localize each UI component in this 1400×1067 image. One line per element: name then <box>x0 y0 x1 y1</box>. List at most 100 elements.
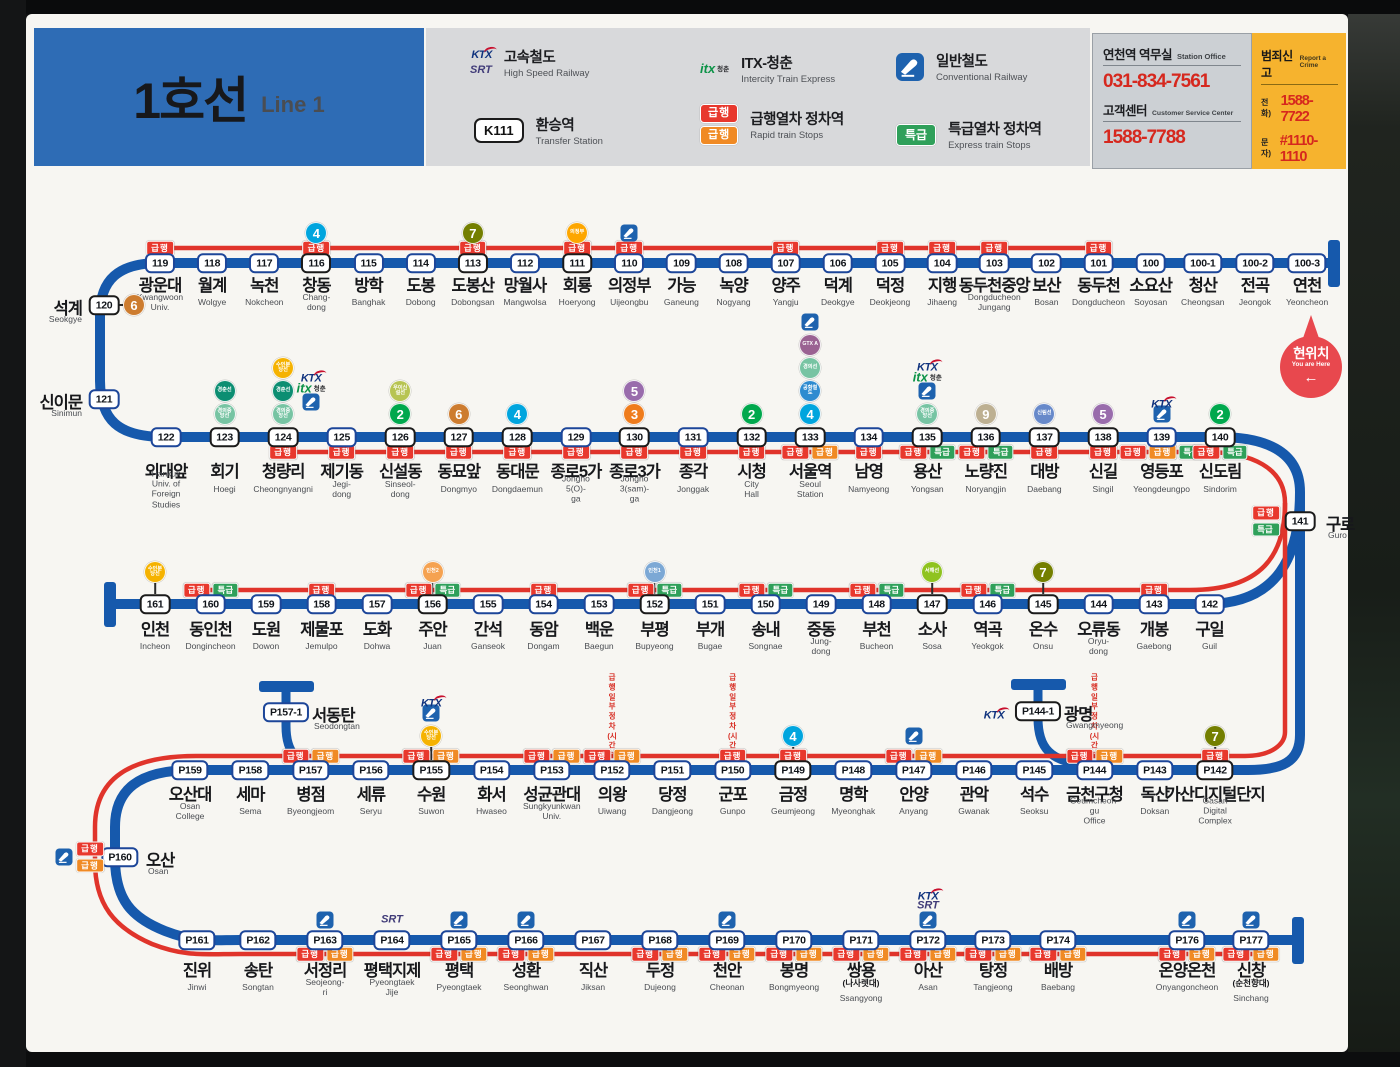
legend-itx-en: Intercity Train Express <box>741 74 836 85</box>
station-number-badge: 156 <box>417 594 448 614</box>
station-number-badge: 133 <box>794 427 826 447</box>
station-number-badge: P152 <box>593 760 631 780</box>
legend-express-ko: 특급열차 정차역 <box>948 122 1042 138</box>
station-name-en: Bupyeong <box>635 640 674 651</box>
station-number-badge: 128 <box>502 427 533 447</box>
station-number-badge: 124 <box>267 427 299 447</box>
station-name-en: Guro <box>1328 530 1347 540</box>
station-name-ko: 신이문 <box>39 394 83 412</box>
legend-itx: itx 청춘 ITX-청춘 Intercity Train Express <box>700 52 835 85</box>
station-name-en: Gasan Digital Complex <box>1198 795 1232 827</box>
express-track-main <box>92 449 1288 957</box>
L7-icon: 7 <box>1204 725 1227 747</box>
station-number-badge: 118 <box>197 253 228 273</box>
itx-logo: itx 청춘 <box>296 380 326 396</box>
station-name-ko: 종로3가 <box>609 463 661 481</box>
line-title-english: Line 1 <box>261 91 325 117</box>
station-name-ko: 종로5가 <box>550 463 603 481</box>
station-name-ko: 부천 <box>862 621 891 639</box>
express-stop-badges: 급행 특급 <box>737 582 794 598</box>
station-name-en: Osan College <box>175 800 205 821</box>
station-name-en: Doksan <box>1140 805 1170 816</box>
sillim-icon: 신림선 <box>1033 403 1056 425</box>
station-number-badge: 100-3 <box>1287 253 1327 273</box>
station-name-en: Asan <box>918 981 938 992</box>
station-number-badge: 113 <box>457 253 488 273</box>
legend-high-speed-ko: 고속철도 <box>503 50 556 66</box>
station-name-ko: 동묘앞 <box>437 463 482 481</box>
station-name-ko: 금정 <box>778 786 808 804</box>
you-are-here-arrow-icon: ← <box>1303 369 1319 387</box>
station-number-badge: P149 <box>774 760 812 780</box>
station-name-en: Hoegi <box>213 483 236 494</box>
station-number-badge: 137 <box>1029 427 1060 447</box>
station-number-badge: P147 <box>894 760 933 780</box>
station-name-ko: 의정부 <box>607 277 652 295</box>
express-stop-badges: 급행 급행 <box>296 946 354 962</box>
station-number-badge: P153 <box>533 760 571 780</box>
L6-icon: 6 <box>123 294 145 316</box>
crime-sms: #1110-1110 <box>1279 133 1319 165</box>
rapid-stop-badge: 급행 <box>737 582 766 598</box>
station-name-ko: 용산 <box>913 463 942 481</box>
express-stop-badges: 급행 급행 <box>281 748 340 764</box>
L4-icon: 4 <box>799 403 822 425</box>
station-name-ko: 회기 <box>210 463 239 481</box>
station-name-en: Gwanak <box>958 805 990 816</box>
station-name-ko: 봉명 <box>779 962 809 980</box>
station-number-badge: 110 <box>614 253 645 273</box>
station-number-badge: P146 <box>955 760 993 780</box>
station-number-badge: P163 <box>306 930 344 950</box>
station-name-ko: 오산대 <box>168 786 213 804</box>
rapid-stop-badge: 급행 <box>781 444 810 460</box>
station-name-ko: 보산 <box>1032 277 1061 295</box>
station-name-en: Suwon <box>418 805 445 816</box>
station-number-badge: 115 <box>353 253 384 273</box>
station-number-badge: 134 <box>853 427 885 447</box>
station-name-ko: 세류 <box>356 786 386 804</box>
station-name-en: Dongmyo <box>440 483 477 494</box>
station-number-badge: P160 <box>101 847 139 867</box>
station-number-badge: P168 <box>641 930 679 950</box>
station-name-ko: 덕정 <box>875 277 905 295</box>
L7-icon: 7 <box>1032 561 1054 583</box>
station-number-badge: 150 <box>750 594 781 614</box>
station-name-en: Seoul Station <box>796 478 824 499</box>
station-number-badge: 138 <box>1087 427 1119 447</box>
station-number-badge: 107 <box>770 253 801 273</box>
station-name-ko: 화서 <box>477 786 506 804</box>
station-name-en: Jongno 3(sam)-ga <box>619 473 650 505</box>
station-name-en: Gaebong <box>1136 640 1172 651</box>
station-name-ko: 백운 <box>584 621 614 639</box>
station-name-en: Sosa <box>922 640 942 651</box>
station-number-badge: 121 <box>88 389 120 409</box>
station-name-ko: 도봉산 <box>451 277 496 295</box>
legend-conventional: 일반철도 Conventional Railway <box>896 50 1027 83</box>
crime-report-info: 범죄신고 Report a Crime 전화) 1588-7722 문자) #1… <box>1252 33 1346 169</box>
station-name-en: Incheon <box>139 640 171 651</box>
station-name-en: Uijeongbu <box>610 296 649 307</box>
station-name-en: Gunpo <box>719 805 746 816</box>
crime-tel-label: 전화) <box>1261 98 1272 118</box>
station-name-en: Gwangmyeong <box>1066 720 1124 730</box>
station-name-ko: 청산 <box>1188 277 1218 295</box>
station-name-en: Seojeong-ri <box>305 976 345 997</box>
station-number-badge: 146 <box>972 594 1003 614</box>
station-name-en: Oryu-dong <box>1087 635 1110 656</box>
station-name-en: Jonggak <box>676 483 710 494</box>
station-name-en: Namyeong <box>848 483 890 494</box>
express-stop-badges: 급행 <box>620 444 649 460</box>
station-name-ko: 신길 <box>1088 463 1118 481</box>
station-number-badge: P150 <box>714 760 752 780</box>
station-number-badge: 120 <box>88 295 120 315</box>
rapid-stop-badge: 급행 <box>432 748 460 764</box>
station-name-ko: 종각 <box>678 463 708 481</box>
station-name-ko: 금천구청 <box>1066 786 1124 804</box>
station-name-en: City Hall <box>744 478 759 499</box>
station-name-ko: 관악 <box>959 786 989 804</box>
rapid-stop-badge: 급행 <box>76 841 104 856</box>
rapid-red-badge: 급행 <box>700 104 739 123</box>
station-name-ko: 안양 <box>899 786 928 804</box>
rail-icon <box>620 224 638 242</box>
station-number-badge: 105 <box>874 253 906 273</box>
